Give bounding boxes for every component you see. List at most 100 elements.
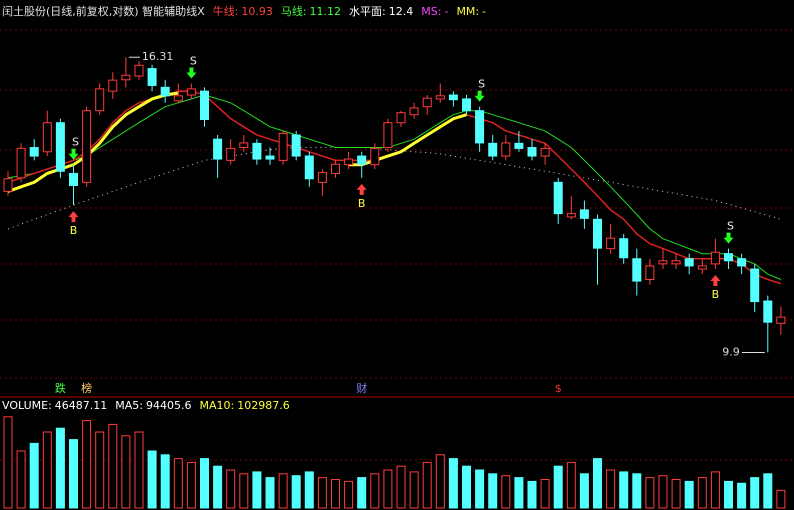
- candle-body: [239, 142, 249, 149]
- header-value: 11.12: [310, 5, 342, 18]
- candle-body: [55, 122, 65, 172]
- header-value: -: [444, 5, 448, 18]
- extreme-label: 9.9: [722, 345, 740, 358]
- candle-body: [776, 316, 786, 324]
- volume-bar: [121, 435, 131, 509]
- volume-bar: [186, 461, 196, 509]
- buy-arrow: [68, 211, 79, 223]
- candle-body: [383, 122, 393, 149]
- candle-body: [763, 300, 773, 323]
- candle-body: [619, 238, 629, 259]
- candle-body: [147, 68, 157, 86]
- volume-bar: [724, 480, 733, 509]
- candle-body: [3, 178, 13, 192]
- header-value: -: [482, 5, 486, 18]
- volume-bar: [42, 431, 52, 509]
- volume-bar: [527, 480, 537, 509]
- volume-bar: [409, 471, 419, 509]
- event-marker: 跌: [55, 381, 66, 395]
- volume-bar: [435, 454, 445, 509]
- candle-body: [42, 122, 52, 153]
- event-marker: $: [555, 382, 562, 395]
- volume-bar: [383, 469, 393, 509]
- volume-bar: [134, 431, 144, 509]
- candle-body: [108, 79, 118, 92]
- candle-body: [317, 172, 327, 183]
- candle-body: [710, 251, 720, 265]
- candle-body: [160, 86, 170, 97]
- candle-body: [462, 98, 471, 112]
- indicator-line: [7, 91, 467, 193]
- candle-body: [527, 147, 537, 157]
- candle-body: [435, 95, 445, 100]
- volume-bar: [82, 420, 92, 509]
- candle-body: [134, 64, 144, 77]
- candle-body: [422, 97, 432, 108]
- volume-header-value: 102987.6: [237, 399, 290, 412]
- candle-body: [697, 265, 707, 270]
- candle-body: [95, 88, 105, 112]
- header-label: MS:: [421, 5, 441, 18]
- candle-body: [514, 142, 524, 149]
- candle-body: [606, 237, 616, 250]
- candle-body: [200, 90, 209, 120]
- candle-body: [540, 147, 550, 157]
- volume-bar: [593, 458, 602, 509]
- candle-body: [304, 155, 314, 180]
- chart-title: 闰土股份(日线,前复权,对数) 智能辅助线X: [2, 4, 205, 18]
- candle-body: [16, 147, 26, 179]
- sell-arrow: [68, 148, 79, 160]
- extreme-label: 16.31: [142, 50, 174, 63]
- volume-bar: [357, 477, 367, 509]
- volume-bar: [396, 465, 406, 509]
- volume-bar: [462, 465, 471, 509]
- event-marker: 财: [356, 381, 367, 395]
- header-label: 马线:: [281, 4, 307, 18]
- candle-body: [448, 94, 458, 101]
- volume-bar: [226, 469, 236, 509]
- volume-bar: [55, 427, 65, 509]
- candle-body: [186, 88, 196, 96]
- volume-bar: [553, 465, 563, 509]
- candle-body: [344, 158, 354, 166]
- sell-arrow: [186, 67, 197, 79]
- header-label: MM:: [456, 5, 479, 18]
- buy-arrow: [356, 183, 367, 195]
- volume-bar: [108, 423, 118, 509]
- volume-bar: [579, 473, 589, 509]
- volume-bar: [344, 480, 354, 509]
- candle-body: [252, 142, 262, 160]
- volume-bar: [147, 450, 157, 509]
- volume-bar: [16, 450, 26, 509]
- candle-body: [173, 95, 183, 102]
- volume-bar: [750, 477, 760, 509]
- sell-signal: S: [72, 136, 79, 149]
- volume-bar: [658, 475, 668, 509]
- volume-bar: [697, 477, 707, 509]
- candle-body: [750, 268, 760, 303]
- volume-header-label: MA10:: [200, 399, 235, 412]
- candle-body: [553, 181, 563, 215]
- event-marker: 榜: [81, 381, 92, 395]
- header-value: 10.93: [241, 5, 273, 18]
- volume-bar: [3, 416, 13, 509]
- buy-signal: B: [70, 224, 78, 237]
- volume-bar: [265, 477, 275, 509]
- candle-body: [658, 260, 668, 265]
- candle-body: [475, 110, 485, 144]
- candle-body: [671, 260, 681, 265]
- volume-bar: [331, 479, 340, 509]
- volume-bar: [501, 475, 511, 509]
- volume-bar: [514, 477, 524, 509]
- volume-bar: [278, 473, 288, 509]
- buy-signal: B: [358, 197, 366, 210]
- sell-arrow: [474, 90, 485, 102]
- candle-body: [357, 155, 367, 165]
- volume-bar: [239, 473, 249, 509]
- volume-bar: [737, 482, 747, 509]
- volume-bar: [488, 473, 498, 509]
- candle-body: [69, 172, 78, 186]
- volume-bar: [540, 479, 550, 509]
- volume-header-label: VOLUME:: [2, 399, 52, 412]
